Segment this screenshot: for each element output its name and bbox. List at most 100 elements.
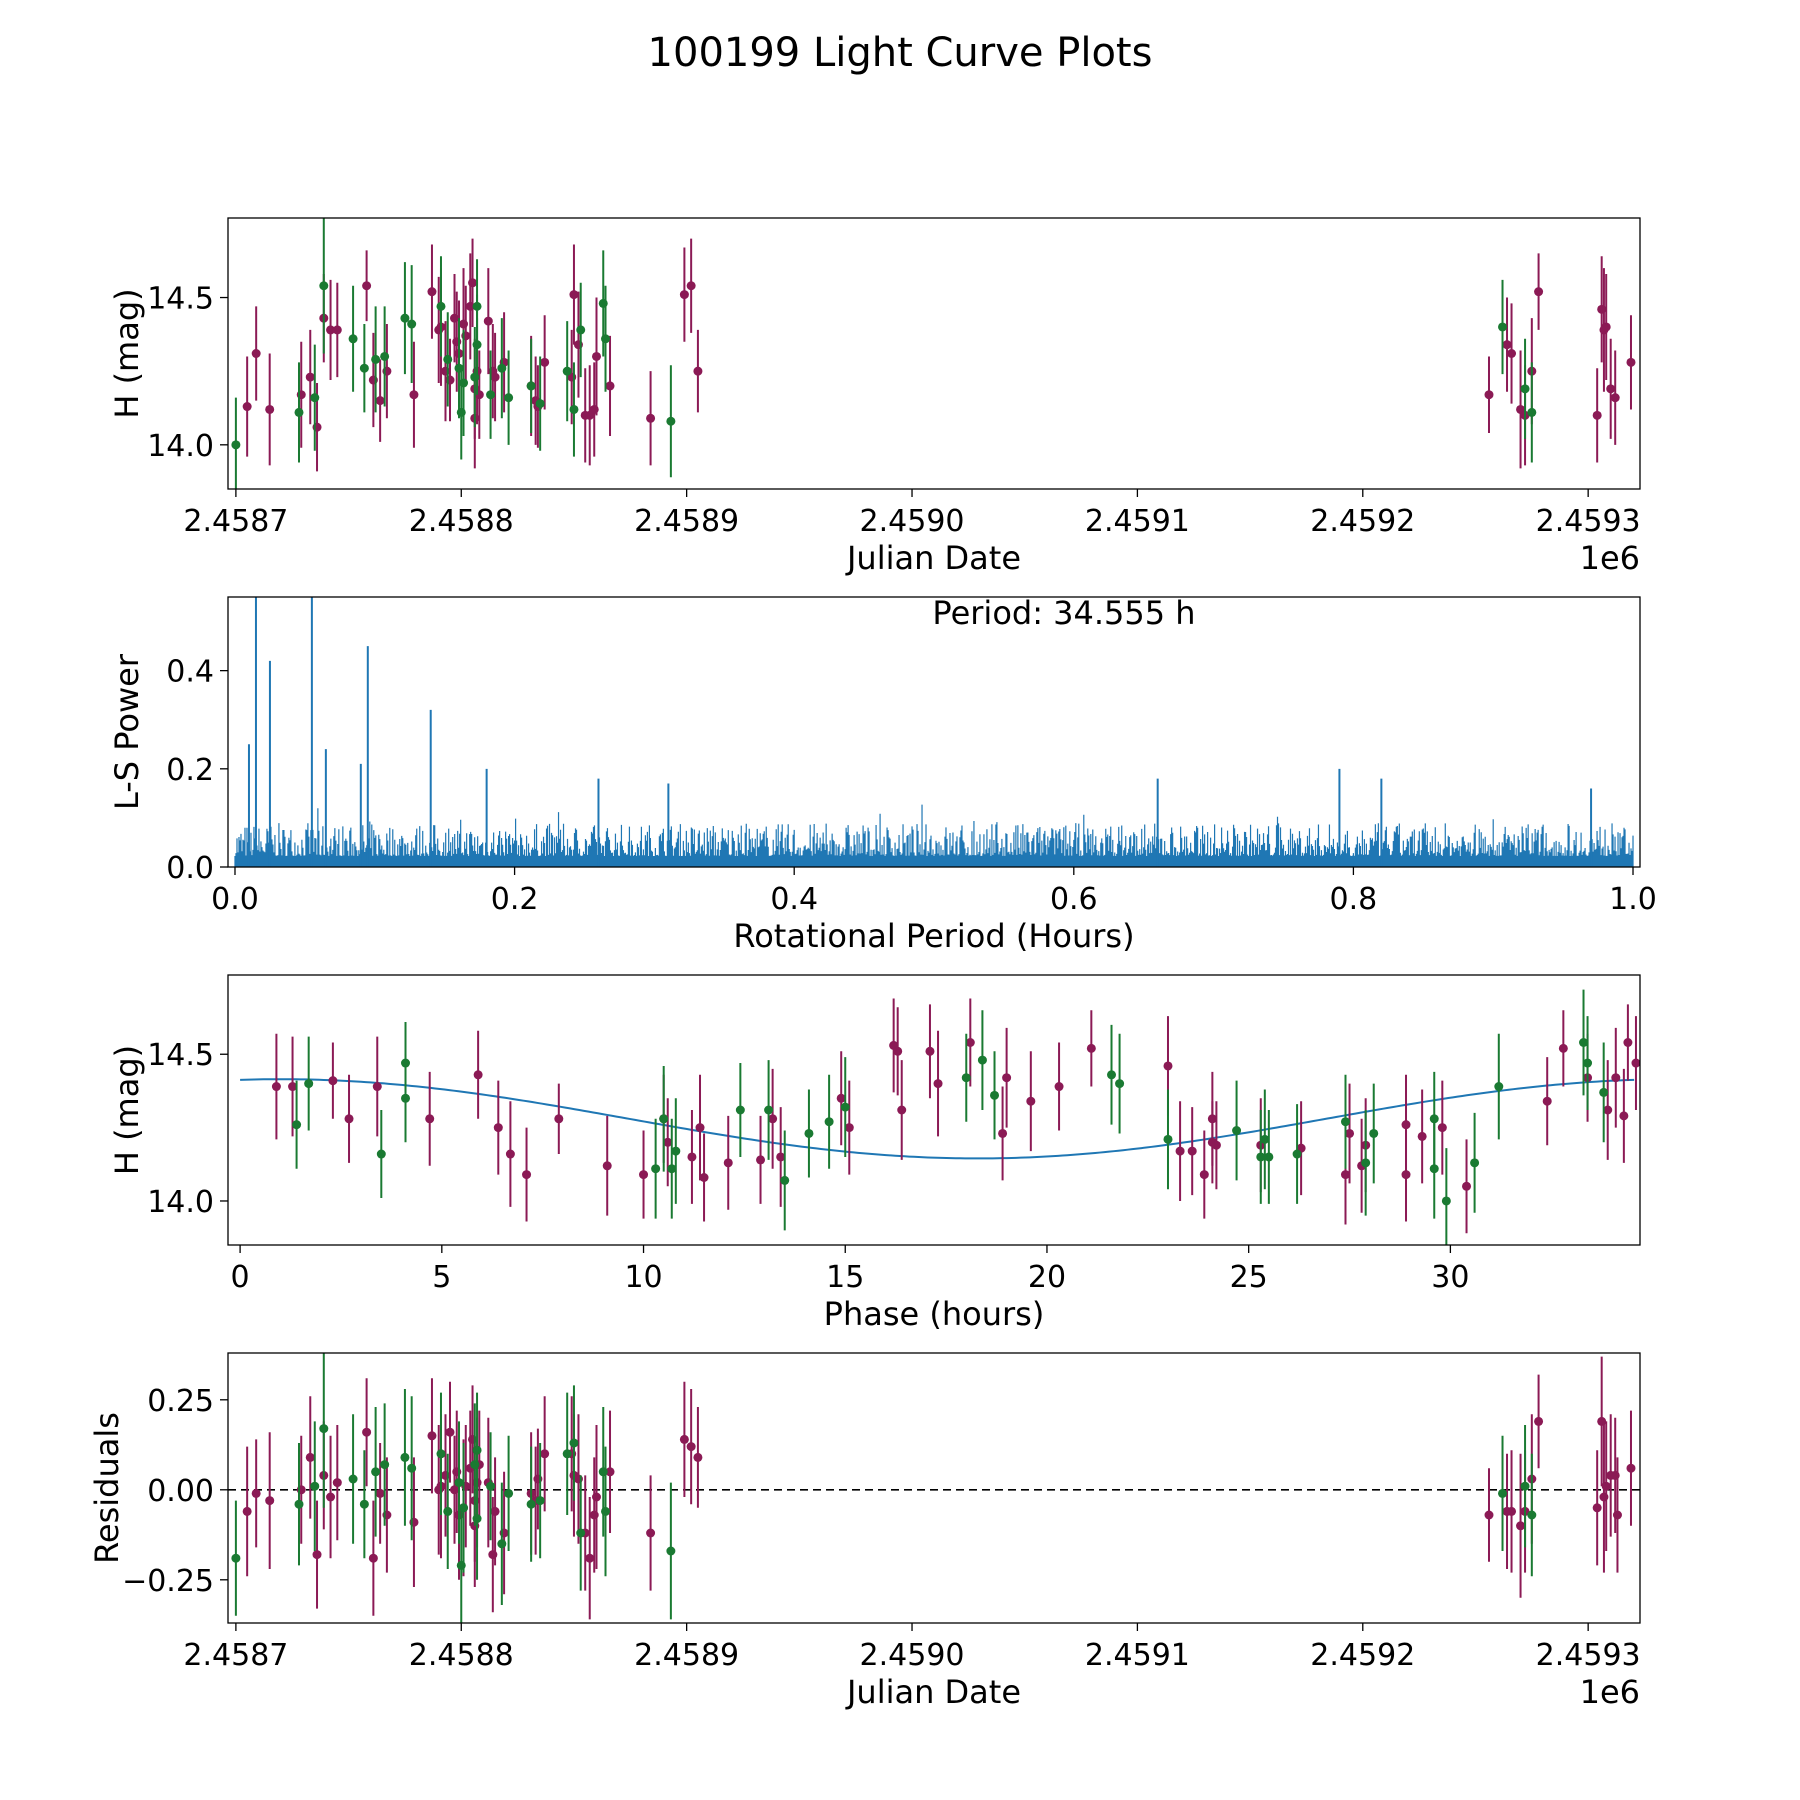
- data-point: [1520, 384, 1530, 394]
- data-point: [468, 278, 478, 288]
- data-point: [1507, 1506, 1517, 1516]
- x-tick-label: 2.4590: [860, 504, 965, 539]
- data-point: [1437, 1123, 1447, 1133]
- data-point: [1175, 1146, 1185, 1156]
- y-axis-label: Residuals: [88, 1412, 126, 1564]
- data-point: [1470, 1158, 1480, 1168]
- data-point: [344, 1114, 354, 1124]
- data-point: [1494, 1082, 1504, 1092]
- data-point: [651, 1164, 661, 1174]
- x-tick-label: 2.4593: [1536, 504, 1641, 539]
- data-point: [251, 1488, 261, 1498]
- model-curve: [240, 1078, 1635, 1160]
- axes-frame: [227, 1352, 1641, 1624]
- data-point: [679, 290, 689, 300]
- data-point: [1002, 1073, 1012, 1083]
- data-point: [294, 407, 304, 417]
- data-point: [332, 1478, 342, 1488]
- data-point: [1606, 384, 1616, 394]
- data-point: [251, 349, 261, 358]
- data-point: [961, 1073, 971, 1083]
- data-point: [380, 1460, 390, 1470]
- data-point: [1527, 407, 1537, 417]
- data-point: [686, 1442, 696, 1452]
- data-point: [1054, 1082, 1064, 1092]
- data-point: [687, 1152, 697, 1162]
- data-point: [601, 334, 611, 344]
- data-point: [310, 1481, 320, 1491]
- data-point: [319, 1424, 329, 1434]
- data-point: [646, 413, 656, 423]
- x-offset-label: 1e6: [1580, 1673, 1640, 1711]
- x-tick-label: 10: [624, 1260, 662, 1295]
- data-point: [591, 351, 601, 361]
- data-point: [1292, 1149, 1302, 1159]
- data-point: [409, 390, 419, 400]
- data-point: [407, 1463, 417, 1473]
- data-point: [1599, 1087, 1609, 1097]
- series-band-b: [231, 218, 1537, 489]
- data-point: [1507, 349, 1517, 358]
- data-point: [1429, 1164, 1439, 1174]
- y-tick-label: 0.00: [147, 1474, 214, 1509]
- data-point: [490, 1506, 500, 1516]
- x-tick-label: 0.0: [211, 882, 259, 917]
- x-axis-label: Phase (hours): [824, 1295, 1045, 1333]
- data-point: [893, 1046, 903, 1056]
- y-tick-label: 14.5: [147, 282, 214, 317]
- data-point: [1601, 322, 1611, 332]
- data-point: [400, 1452, 410, 1462]
- data-point: [723, 1158, 733, 1168]
- data-point: [359, 363, 369, 373]
- data-point: [824, 1117, 834, 1127]
- x-tick-label: 2.4592: [1310, 504, 1415, 539]
- x-axis-label: Julian Date: [845, 539, 1021, 577]
- data-point: [776, 1152, 786, 1162]
- data-point: [1611, 1073, 1621, 1083]
- axes-frame: [227, 596, 1641, 868]
- data-point: [1086, 1043, 1096, 1053]
- data-point: [472, 340, 482, 350]
- panel-phase-folded: 0 5 10 15 20 25 30 14.0 14.5 Phase (hours) H (mag): [108, 974, 1641, 1333]
- data-point: [605, 1467, 615, 1477]
- x-tick-label: 2.4591: [1085, 504, 1190, 539]
- data-point: [686, 281, 696, 291]
- data-point: [483, 316, 493, 326]
- figure-title: 100199 Light Curve Plots: [648, 30, 1153, 76]
- data-point: [768, 1114, 778, 1124]
- data-point: [836, 1093, 846, 1103]
- data-point: [671, 1146, 681, 1156]
- data-point: [933, 1079, 943, 1089]
- data-point: [288, 1082, 298, 1092]
- data-point: [328, 1076, 338, 1086]
- data-point: [375, 1488, 385, 1498]
- data-point: [693, 366, 703, 376]
- data-point: [585, 1553, 595, 1563]
- data-point: [375, 396, 385, 406]
- data-point: [1623, 1038, 1633, 1047]
- data-point: [1484, 1510, 1494, 1520]
- data-point: [764, 1105, 774, 1115]
- data-point: [1401, 1120, 1411, 1130]
- data-point: [1542, 1096, 1552, 1106]
- data-point: [897, 1105, 907, 1115]
- data-point: [679, 1434, 689, 1444]
- data-point: [1579, 1038, 1589, 1047]
- data-point: [540, 357, 550, 367]
- data-point: [427, 1431, 437, 1441]
- x-tick-label: 5: [432, 1260, 451, 1295]
- data-point: [1417, 1131, 1427, 1141]
- data-point: [522, 1170, 532, 1180]
- data-point: [1484, 390, 1494, 400]
- data-point: [472, 1514, 482, 1524]
- x-tick-label: 15: [826, 1260, 864, 1295]
- data-point: [425, 1114, 435, 1124]
- x-tick-label: 0: [231, 1260, 250, 1295]
- plot-area: [228, 1353, 1640, 1623]
- data-point: [1592, 1503, 1602, 1513]
- data-point: [663, 1137, 673, 1147]
- data-point: [504, 393, 514, 403]
- data-point: [1462, 1181, 1472, 1191]
- data-point: [436, 1449, 446, 1459]
